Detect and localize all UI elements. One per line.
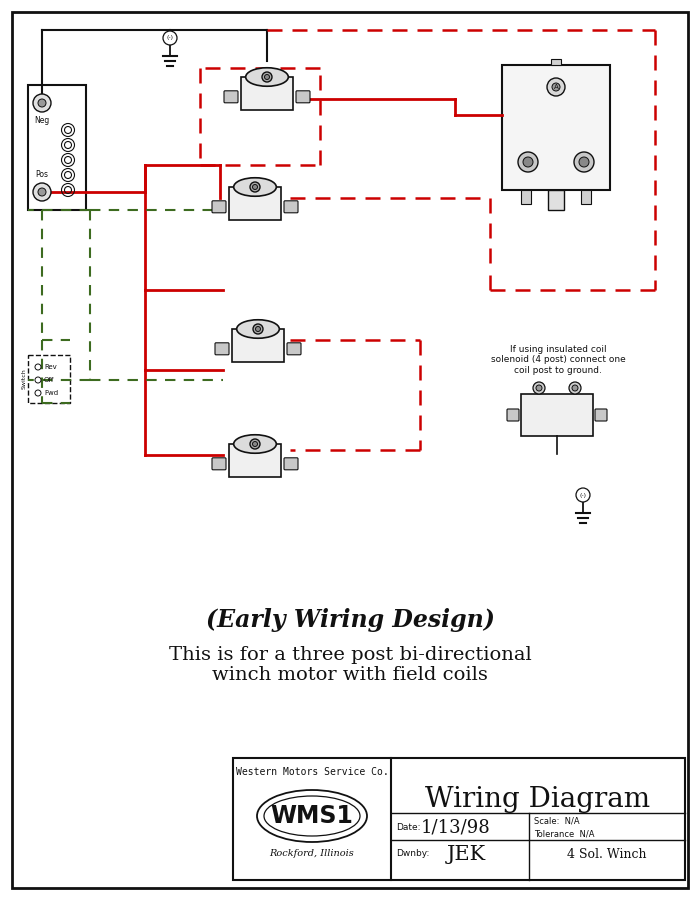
Circle shape [253, 442, 258, 446]
Circle shape [262, 72, 272, 82]
Text: Wiring Diagram: Wiring Diagram [426, 786, 650, 813]
Text: Rev: Rev [44, 364, 57, 370]
Circle shape [256, 327, 260, 331]
Text: 1/13/98: 1/13/98 [421, 818, 491, 836]
Bar [551, 59, 561, 65]
Text: Scale:  N/A: Scale: N/A [534, 816, 580, 825]
Bar [28, 355, 70, 403]
Bar [28, 85, 86, 210]
Bar [229, 187, 281, 220]
Circle shape [574, 152, 594, 172]
Bar [241, 77, 293, 110]
Circle shape [253, 184, 258, 190]
Text: Off: Off [44, 377, 55, 383]
Circle shape [579, 157, 589, 167]
Bar [521, 190, 531, 204]
Bar [521, 394, 593, 436]
Ellipse shape [234, 178, 276, 196]
Bar [229, 444, 281, 477]
Ellipse shape [257, 790, 367, 842]
Text: Pos: Pos [36, 170, 48, 179]
FancyBboxPatch shape [212, 458, 226, 470]
Bar [581, 190, 591, 204]
Circle shape [533, 382, 545, 394]
Ellipse shape [234, 435, 276, 454]
Ellipse shape [246, 68, 288, 86]
FancyBboxPatch shape [595, 409, 607, 421]
Text: Tolerance  N/A: Tolerance N/A [534, 830, 595, 839]
Ellipse shape [237, 320, 279, 338]
FancyBboxPatch shape [215, 343, 229, 355]
Circle shape [33, 183, 51, 201]
Text: Rockford, Illinois: Rockford, Illinois [270, 850, 354, 859]
Text: (Early Wiring Design): (Early Wiring Design) [206, 608, 494, 632]
FancyBboxPatch shape [507, 409, 519, 421]
Circle shape [163, 31, 177, 45]
Text: JEK: JEK [447, 844, 486, 863]
Text: 4 Sol. Winch: 4 Sol. Winch [567, 848, 647, 860]
Circle shape [265, 75, 270, 79]
Circle shape [250, 439, 260, 449]
Circle shape [572, 385, 578, 391]
Circle shape [253, 324, 263, 334]
Bar [502, 65, 610, 190]
Text: A: A [554, 84, 559, 90]
Circle shape [569, 382, 581, 394]
Text: Date:: Date: [396, 823, 421, 832]
Bar [232, 329, 284, 362]
Ellipse shape [264, 796, 360, 836]
Bar [548, 190, 564, 210]
FancyBboxPatch shape [284, 201, 298, 212]
Circle shape [38, 99, 46, 107]
Text: Fwd: Fwd [44, 390, 58, 396]
Bar [233, 758, 685, 880]
Text: Western Motors Service Co.: Western Motors Service Co. [236, 767, 388, 777]
Circle shape [552, 83, 560, 91]
Circle shape [576, 488, 590, 502]
Text: WMS1: WMS1 [271, 804, 354, 828]
Text: Neg: Neg [34, 116, 50, 125]
Circle shape [547, 78, 565, 96]
FancyBboxPatch shape [287, 343, 301, 355]
FancyBboxPatch shape [296, 91, 310, 103]
FancyBboxPatch shape [224, 91, 238, 103]
Text: Switch: Switch [22, 369, 27, 390]
Circle shape [33, 94, 51, 112]
FancyBboxPatch shape [284, 458, 298, 470]
FancyBboxPatch shape [212, 201, 226, 212]
Circle shape [536, 385, 542, 391]
Circle shape [250, 182, 260, 192]
Text: (-): (-) [167, 35, 174, 40]
Text: (-): (-) [580, 492, 587, 498]
Text: If using insulated coil
solenoid (4 post) connect one
coil post to ground.: If using insulated coil solenoid (4 post… [491, 345, 625, 375]
Circle shape [523, 157, 533, 167]
Text: Dwnby:: Dwnby: [396, 850, 429, 859]
Text: This is for a three post bi-directional
winch motor with field coils: This is for a three post bi-directional … [169, 645, 531, 684]
Circle shape [38, 188, 46, 196]
Circle shape [518, 152, 538, 172]
